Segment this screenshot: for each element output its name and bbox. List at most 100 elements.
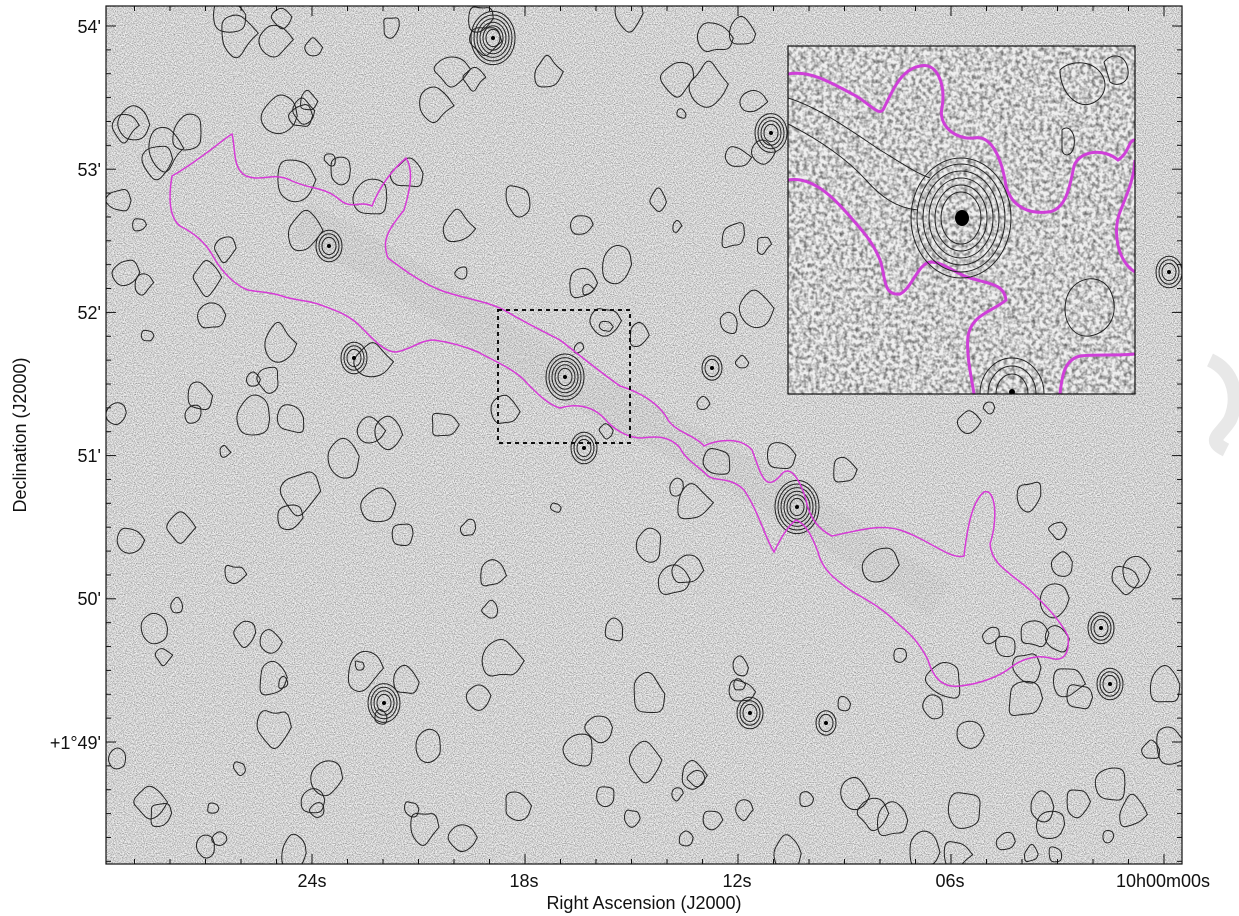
radio-contour — [233, 620, 257, 648]
radio-contour — [570, 215, 594, 235]
inset-marker-box — [497, 309, 631, 444]
radio-contour — [195, 834, 215, 859]
source-contour — [367, 683, 401, 723]
radio-contour — [277, 504, 304, 531]
radio-contour — [649, 187, 667, 213]
radio-contour — [1053, 668, 1087, 698]
radio-contour — [1039, 583, 1070, 619]
radio-contour — [947, 792, 981, 829]
radio-contour — [354, 660, 365, 671]
radio-contour — [738, 289, 775, 329]
radio-contour — [1122, 555, 1152, 589]
radio-contour — [584, 715, 614, 744]
radio-contour — [276, 404, 305, 434]
axis-ticks — [106, 6, 1182, 864]
radio-contour — [721, 222, 745, 249]
source-contour — [485, 28, 501, 48]
source-contour — [701, 355, 723, 381]
source-contour — [482, 25, 504, 51]
source-contour — [548, 357, 582, 397]
radio-contour — [214, 236, 237, 264]
x-tick-labels: 24s 18s 12s 06s 10h00m00s — [297, 871, 1210, 891]
radio-contour — [246, 371, 261, 387]
radio-contour — [374, 415, 404, 451]
radio-contour — [327, 437, 360, 479]
radio-contour — [995, 831, 1016, 851]
radio-contour — [433, 56, 472, 88]
radio-contour — [288, 104, 314, 127]
source-contour — [760, 120, 782, 146]
source-contour — [473, 14, 513, 62]
radio-contour — [696, 395, 711, 410]
radio-contour — [1016, 481, 1042, 513]
y-tick-label: 53' — [78, 160, 101, 180]
radio-contour — [734, 354, 750, 369]
radio-contour — [150, 802, 173, 828]
source-contour — [1099, 671, 1121, 697]
radio-contour — [140, 612, 169, 645]
source-core — [795, 505, 799, 509]
source-core — [824, 721, 828, 725]
radio-contour — [728, 679, 757, 702]
radio-contour — [111, 113, 140, 144]
radio-contour — [278, 675, 289, 689]
radio-contour — [628, 740, 663, 784]
source-contour — [704, 358, 720, 378]
radio-contour — [442, 208, 477, 243]
radio-contour — [1119, 793, 1148, 828]
radio-contour — [309, 802, 325, 818]
radio-contour — [184, 404, 202, 424]
radio-contour — [410, 812, 440, 846]
radio-contour — [383, 17, 400, 39]
source-contour — [476, 18, 510, 58]
radio-contour — [686, 769, 706, 788]
source-core — [382, 701, 386, 705]
radio-contour — [604, 617, 624, 642]
radio-contour — [260, 94, 298, 135]
radio-contour — [393, 664, 420, 694]
source-contour — [346, 348, 362, 368]
radio-contour — [550, 502, 562, 513]
radio-contour — [735, 799, 754, 821]
radio-contour — [688, 60, 729, 108]
x-tick-label: 24s — [297, 871, 326, 891]
radio-contour — [598, 423, 614, 440]
radio-contour — [279, 471, 322, 517]
radio-contour — [837, 695, 852, 712]
source-contour — [736, 696, 764, 730]
radio-contour — [833, 456, 858, 483]
source-contour — [1087, 611, 1115, 645]
radio-contour — [172, 113, 202, 151]
x-tick-label: 10h00m00s — [1116, 871, 1210, 891]
radio-contour — [982, 401, 996, 415]
radio-contour — [404, 801, 420, 818]
radio-contour — [481, 639, 525, 677]
source-core — [710, 366, 714, 370]
radio-contour — [391, 523, 414, 547]
source-contour — [573, 435, 595, 461]
radio-contour — [1024, 843, 1039, 863]
radio-contour — [264, 321, 298, 363]
radio-contour — [623, 809, 641, 828]
source-core — [1099, 626, 1103, 630]
radio-contour — [310, 760, 344, 797]
source-core — [327, 244, 331, 248]
radio-contour — [454, 266, 468, 280]
radio-contour — [192, 260, 223, 297]
radio-contour — [281, 833, 307, 864]
radio-contour — [462, 66, 487, 92]
radio-contour — [724, 146, 753, 167]
radio-contour — [799, 791, 815, 807]
radio-contour — [330, 156, 351, 186]
radio-contour — [256, 366, 279, 394]
source-contour — [376, 693, 392, 713]
radio-contour — [728, 15, 757, 45]
source-contour — [373, 690, 395, 716]
radio-contour — [166, 511, 197, 544]
source-contour — [554, 364, 576, 390]
radio-contour — [1035, 810, 1066, 840]
x-axis-title: Right Ascension (J2000) — [546, 893, 741, 913]
radio-contour — [468, 6, 494, 33]
source-contour — [815, 710, 837, 736]
radio-contour — [232, 761, 246, 777]
